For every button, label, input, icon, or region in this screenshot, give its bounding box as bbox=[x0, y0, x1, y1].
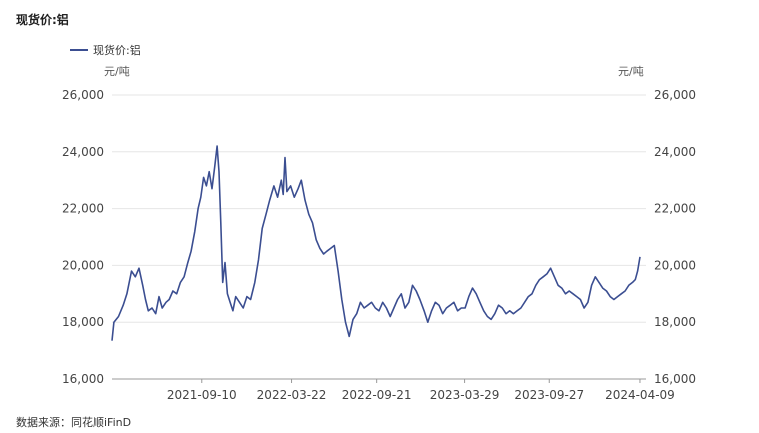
y-axis-left: 16,000 18,000 20,000 22,000 24,000 26,000 bbox=[62, 88, 104, 386]
y-tick-label-right: 16,000 bbox=[654, 372, 696, 386]
y-tick-label-left: 24,000 bbox=[62, 145, 104, 159]
y-axis-right: 16,000 18,000 20,000 22,000 24,000 26,000 bbox=[654, 88, 696, 386]
x-axis: 2021-09-10 2022-03-22 2022-09-21 2023-03-29… bbox=[167, 379, 675, 402]
y-tick-label-left: 22,000 bbox=[62, 202, 104, 216]
y-tick-label-left: 26,000 bbox=[62, 88, 104, 102]
x-tick-label: 2024-04-09 bbox=[605, 388, 675, 402]
y-tick-label-left: 16,000 bbox=[62, 372, 104, 386]
legend-label: 现货价:铝 bbox=[93, 44, 141, 57]
x-tick-label: 2022-03-22 bbox=[257, 388, 327, 402]
x-tick-label: 2022-09-21 bbox=[342, 388, 412, 402]
y-tick-label-left: 18,000 bbox=[62, 315, 104, 329]
y-tick-label-right: 24,000 bbox=[654, 145, 696, 159]
y-tick-label-left: 20,000 bbox=[62, 258, 104, 272]
x-tick-label: 2023-09-27 bbox=[514, 388, 584, 402]
y-tick-label-right: 18,000 bbox=[654, 315, 696, 329]
data-source: 数据来源：同花顺iFinD bbox=[16, 416, 132, 429]
gridlines bbox=[112, 94, 646, 380]
y-tick-label-right: 26,000 bbox=[654, 88, 696, 102]
series-line bbox=[111, 145, 641, 341]
y-tick-label-right: 20,000 bbox=[654, 258, 696, 272]
left-axis-unit: 元/吨 bbox=[104, 65, 130, 78]
x-tick-label: 2021-09-10 bbox=[167, 388, 237, 402]
series-group bbox=[111, 145, 641, 341]
legend: 现货价:铝 bbox=[70, 42, 141, 58]
legend-line-swatch bbox=[70, 49, 88, 51]
right-axis-unit: 元/吨 bbox=[618, 65, 644, 78]
chart-title: 现货价:铝 bbox=[16, 13, 69, 27]
x-tick-label: 2023-03-29 bbox=[430, 388, 500, 402]
y-tick-label-right: 22,000 bbox=[654, 202, 696, 216]
